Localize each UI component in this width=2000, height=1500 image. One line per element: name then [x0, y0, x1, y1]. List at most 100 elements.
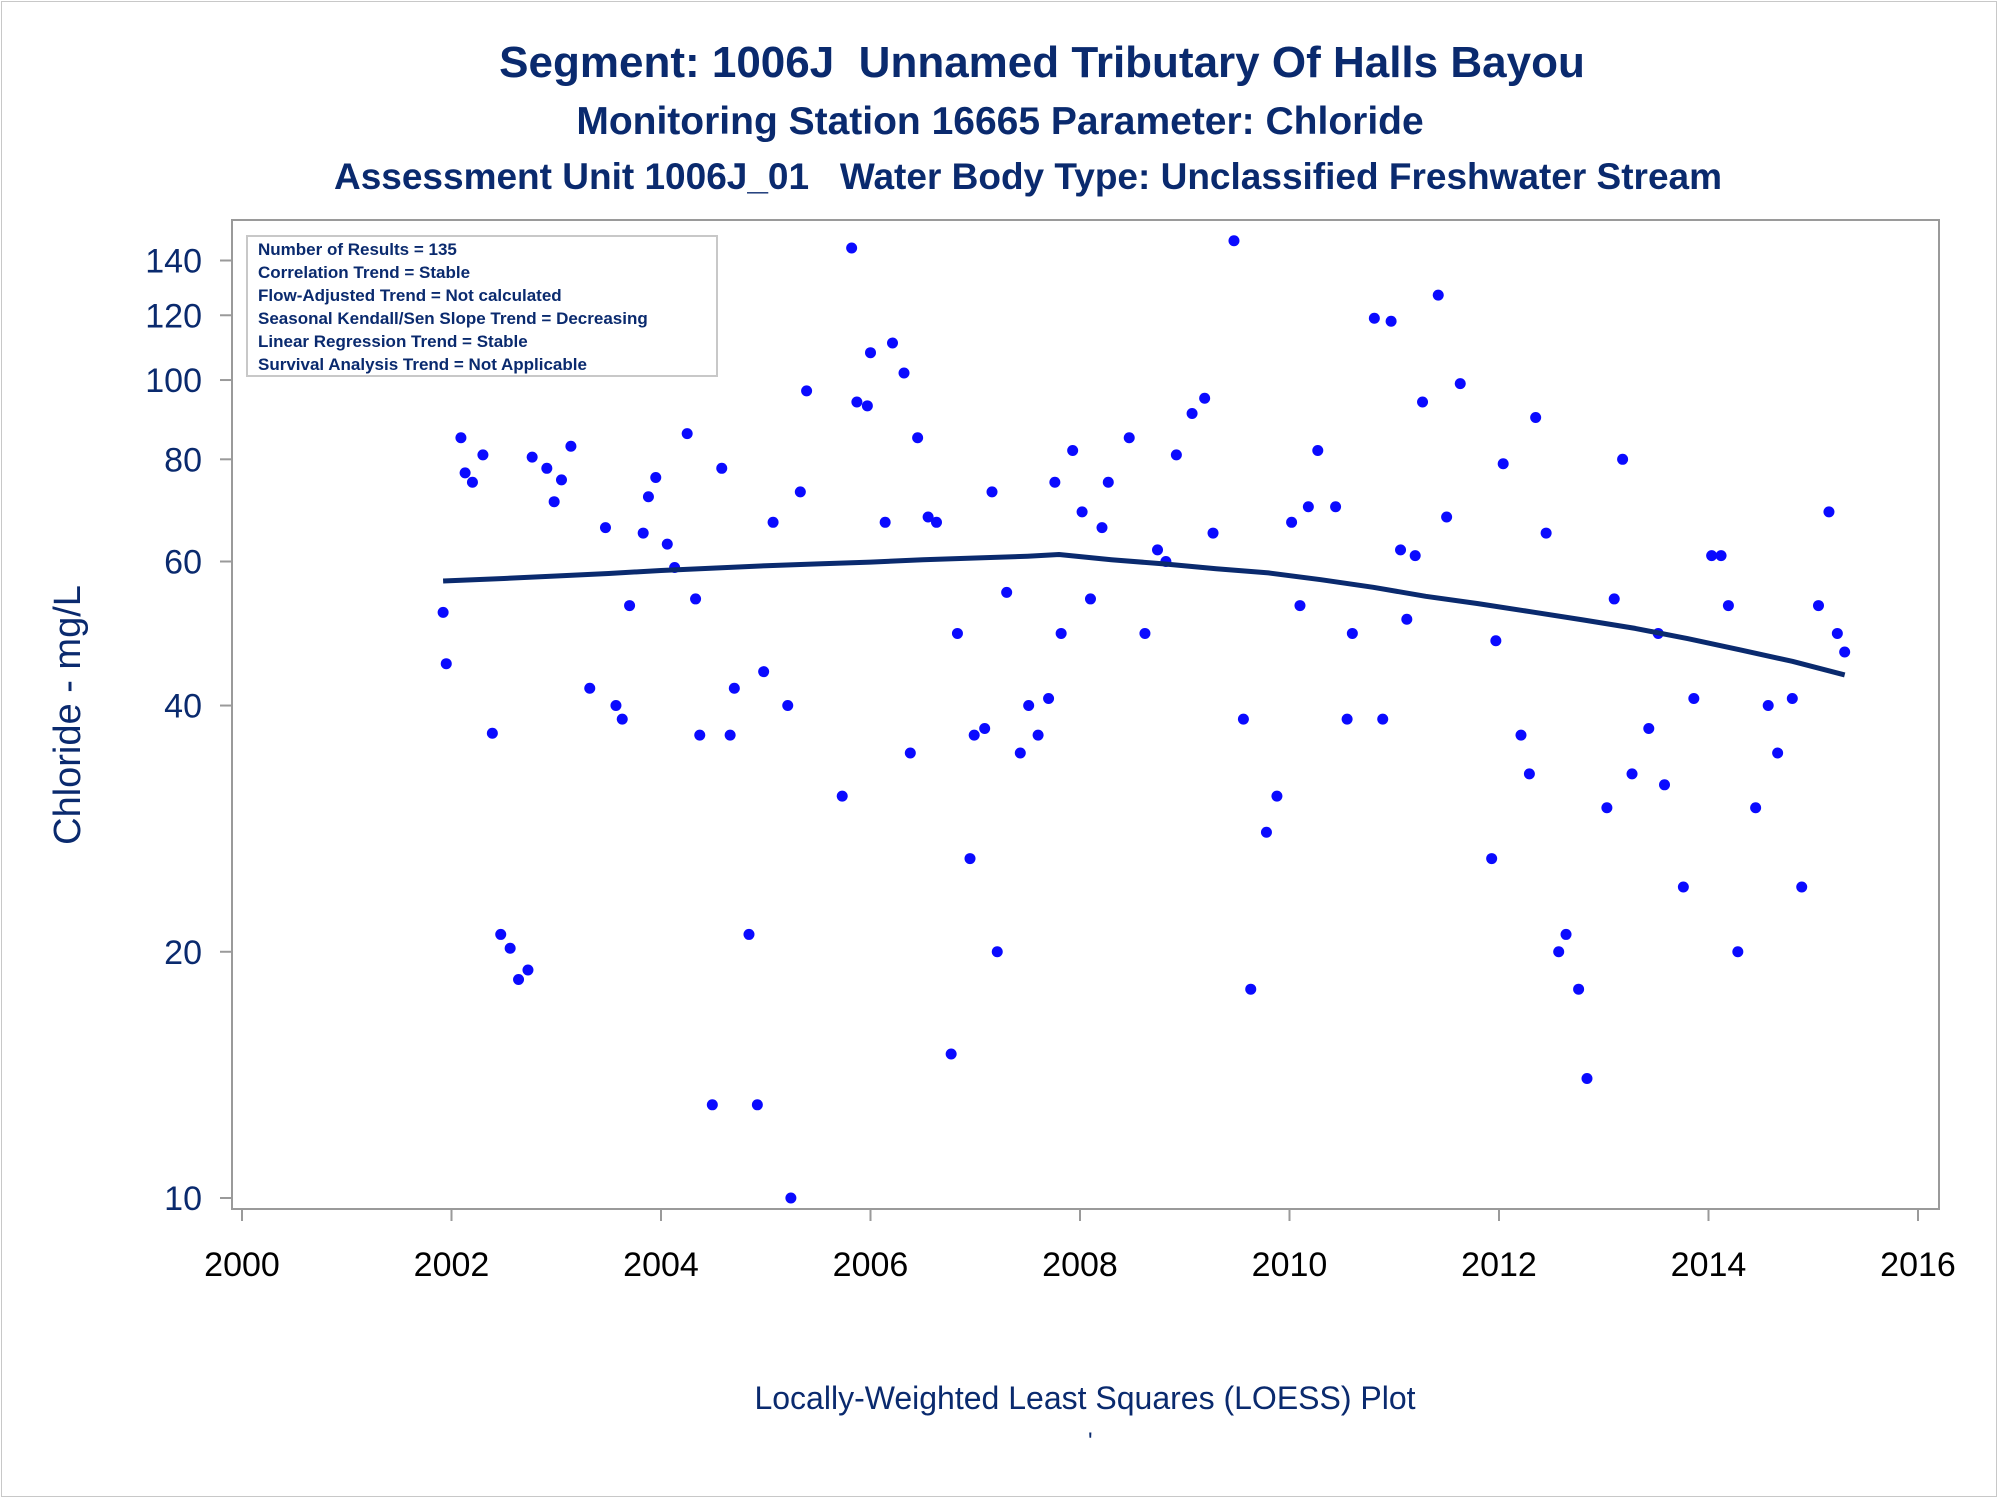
data-point [1486, 853, 1498, 865]
data-point [1796, 881, 1808, 893]
x-tick-label: 2016 [1880, 1246, 1956, 1284]
data-point [637, 527, 649, 539]
data-point [1732, 946, 1744, 958]
loess-curve [442, 552, 1846, 678]
x-tick-label: 2002 [414, 1246, 490, 1284]
data-point [1330, 501, 1342, 513]
stats-line-survival-analysis: Survival Analysis Trend = Not Applicable [258, 355, 587, 374]
data-point [1076, 506, 1088, 518]
chart-subtitle: Monitoring Station 16665 Parameter: Chlo… [576, 100, 1424, 143]
data-point [1677, 881, 1689, 893]
data-point [706, 1099, 718, 1111]
data-point [1199, 392, 1211, 404]
data-point [1341, 713, 1353, 725]
data-point [898, 367, 910, 379]
data-point [1152, 544, 1164, 556]
y-tick-label: 60 [164, 544, 202, 582]
y-axis-label: Chloride - mg/L [47, 585, 89, 845]
data-point [1497, 458, 1509, 470]
data-point [1823, 506, 1835, 518]
data-point [1368, 312, 1380, 324]
data-point [1441, 511, 1453, 523]
data-point [1643, 722, 1655, 734]
x-tick-label: 2008 [1042, 1246, 1118, 1284]
data-point [751, 1099, 763, 1111]
data-point [945, 1048, 957, 1060]
data-point [610, 700, 622, 712]
data-point [504, 942, 516, 954]
stats-line-correlation: Correlation Trend = Stable [258, 263, 470, 282]
scatter-points [437, 235, 1851, 1204]
data-point [1395, 544, 1407, 556]
data-point [1540, 527, 1552, 539]
data-point [1207, 527, 1219, 539]
data-point [728, 682, 740, 694]
data-point [879, 516, 891, 528]
data-point [1102, 476, 1114, 488]
data-point [1490, 635, 1502, 647]
stats-line-flow-adjusted: Flow-Adjusted Trend = Not calculated [258, 286, 562, 305]
plot-footnote: Locally-Weighted Least Squares (LOESS) P… [754, 1380, 1416, 1416]
data-point [1573, 983, 1585, 995]
data-point [1617, 453, 1629, 465]
data-point [455, 432, 467, 444]
x-tick-label: 2010 [1252, 1246, 1328, 1284]
data-point [1786, 693, 1798, 705]
data-point [513, 973, 525, 985]
data-point [782, 700, 794, 712]
stats-line-linear-regression: Linear Regression Trend = Stable [258, 332, 528, 351]
y-tick-label: 140 [145, 243, 202, 281]
data-point [1581, 1072, 1593, 1084]
y-axis: 10 20 40 60 80 100 120 140 [145, 243, 232, 1218]
data-point [599, 522, 611, 534]
data-point [865, 347, 876, 359]
data-point [522, 964, 534, 976]
data-point [616, 713, 628, 725]
data-point [1530, 411, 1542, 423]
x-axis: 2000 2002 2004 2006 2008 2010 2012 2014 2016 [204, 1209, 1956, 1284]
data-point [541, 462, 553, 474]
y-tick-label: 40 [164, 688, 202, 726]
data-point [1722, 600, 1734, 612]
data-point [743, 928, 755, 940]
data-point [548, 496, 560, 508]
data-point [437, 606, 449, 618]
data-point [930, 516, 942, 528]
stats-line-seasonal-kendall: Seasonal Kendall/Sen Slope Trend = Decre… [258, 309, 648, 328]
data-point [964, 853, 976, 865]
data-point [1432, 289, 1444, 301]
data-point [861, 400, 873, 412]
data-point [1772, 747, 1784, 759]
data-point [904, 747, 916, 759]
data-point [1049, 476, 1061, 488]
data-point [886, 337, 898, 349]
data-point [951, 627, 963, 639]
data-point [991, 946, 1003, 958]
data-point [1271, 790, 1283, 802]
data-point [1688, 693, 1700, 705]
data-point [1302, 501, 1314, 513]
data-point [1346, 627, 1358, 639]
data-point [1055, 627, 1067, 639]
data-point [1067, 445, 1079, 457]
data-point [758, 666, 770, 678]
data-point [836, 790, 848, 802]
data-point [1023, 700, 1035, 712]
data-point [624, 600, 636, 612]
data-point [1812, 600, 1824, 612]
data-point [1245, 983, 1257, 995]
data-point [716, 462, 728, 474]
data-point [1043, 693, 1055, 705]
stats-line-results: Number of Results = 135 [258, 240, 457, 259]
data-point [1750, 802, 1762, 814]
data-point [1608, 593, 1620, 605]
data-point [681, 428, 693, 440]
data-point [1237, 713, 1249, 725]
data-point [661, 538, 673, 550]
y-tick-label: 120 [145, 297, 202, 335]
data-point [767, 516, 779, 528]
data-point [1839, 646, 1851, 658]
data-point [690, 593, 702, 605]
data-point [1409, 550, 1421, 562]
